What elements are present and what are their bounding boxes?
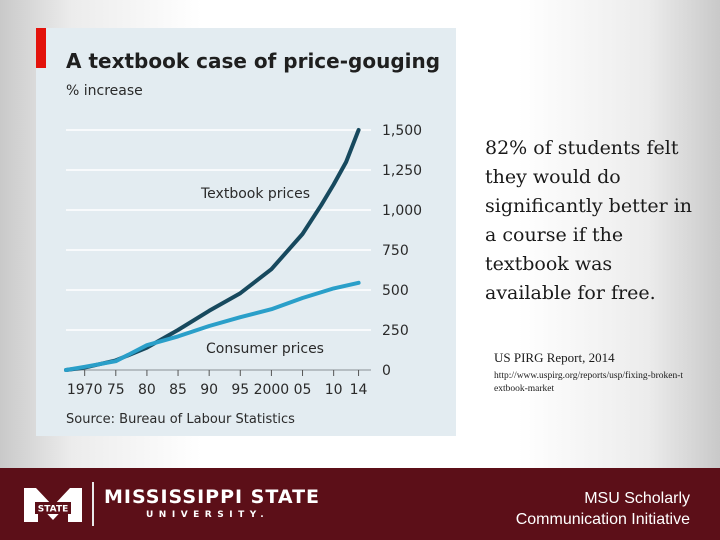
data-point-consumer	[207, 324, 211, 328]
data-point-consumer	[145, 343, 149, 347]
y-tick-label: 250	[382, 323, 409, 339]
accent-bar	[36, 28, 46, 68]
x-tick-label: 1970	[67, 382, 103, 398]
data-point-consumer	[269, 307, 273, 311]
data-point-consumer	[64, 368, 68, 372]
series-label-consumer: Consumer prices	[206, 341, 324, 357]
data-point-textbook	[301, 232, 305, 236]
y-tick-label: 750	[382, 243, 409, 259]
x-tick-label: 05	[294, 382, 312, 398]
university-subtitle: UNIVERSITY.	[146, 510, 270, 520]
initiative-label: MSU Scholarly Communication Initiative	[516, 488, 690, 530]
student-statistic-quote: 82% of students felt they would do signi…	[485, 137, 693, 304]
data-point-consumer	[114, 359, 118, 363]
y-tick-label: 1,000	[382, 203, 422, 219]
x-tick-label: 80	[138, 382, 156, 398]
y-axis-label: % increase	[66, 83, 143, 99]
y-tick-label: 500	[382, 283, 409, 299]
series-label-textbook: Textbook prices	[200, 186, 310, 202]
data-point-consumer	[357, 281, 361, 285]
x-tick-label: 10	[325, 382, 343, 398]
chart-title: A textbook case of price-gouging	[66, 49, 440, 73]
data-point-textbook	[357, 128, 361, 132]
x-tick-label: 85	[169, 382, 187, 398]
footer-bar: STATE MISSISSIPPI STATE UNIVERSITY. MSU …	[0, 468, 720, 540]
msu-logo-icon: STATE	[24, 488, 82, 522]
data-point-textbook	[238, 291, 242, 295]
data-point-consumer	[238, 315, 242, 319]
y-tick-label: 0	[382, 363, 391, 379]
data-point-consumer	[301, 296, 305, 300]
y-tick-label: 1,250	[382, 163, 422, 179]
data-point-consumer	[332, 286, 336, 290]
x-tick-label: 90	[200, 382, 218, 398]
initiative-line-2: Communication Initiative	[515, 511, 690, 528]
data-point-textbook	[332, 182, 336, 186]
x-tick-label: 75	[107, 382, 125, 398]
y-tick-label: 1,500	[382, 123, 422, 139]
data-point-textbook	[319, 203, 323, 207]
x-tick-label: 2000	[254, 382, 290, 398]
logo-text: STATE	[38, 505, 68, 515]
citation: US PIRG Report, 2014	[494, 350, 615, 365]
price-chart: A textbook case of price-gouging % incre…	[36, 28, 440, 427]
x-tick-label: 14	[350, 382, 368, 398]
data-point-textbook	[269, 267, 273, 271]
citation-url[interactable]: http://www.uspirg.org/reports/usp/fixing…	[494, 371, 684, 394]
initiative-line-1: MSU Scholarly	[584, 490, 690, 507]
data-point-textbook	[344, 160, 348, 164]
data-point-consumer	[176, 334, 180, 338]
chart-source: Source: Bureau of Labour Statistics	[66, 412, 295, 427]
data-point-consumer	[83, 365, 87, 369]
chart-panel: A textbook case of price-gouging % incre…	[36, 28, 456, 436]
logo-divider	[92, 482, 94, 526]
university-name: MISSISSIPPI STATE	[104, 486, 321, 508]
x-tick-label: 95	[231, 382, 249, 398]
data-point-textbook	[207, 309, 211, 313]
data-point-textbook	[176, 328, 180, 332]
